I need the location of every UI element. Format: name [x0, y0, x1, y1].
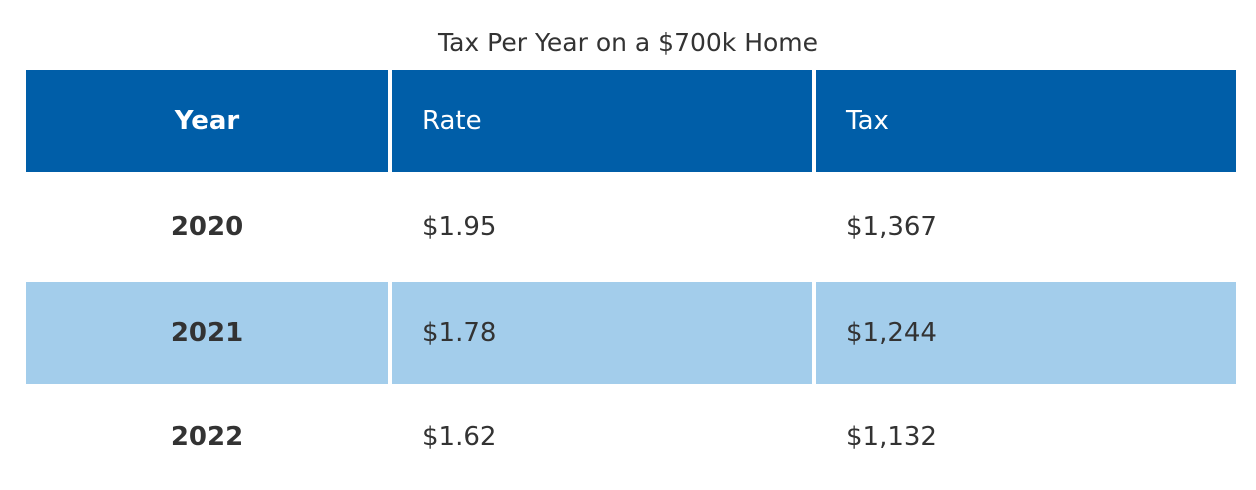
data-cell: $1.95 [422, 212, 497, 242]
data-cell: $1.62 [422, 422, 497, 452]
header-cell: Tax [816, 70, 1236, 172]
year-cell: 2021 [26, 282, 388, 384]
data-cell: $1,244 [816, 282, 1236, 384]
data-cell: $1,132 [846, 422, 937, 452]
year-cell: 2022 [170, 422, 244, 452]
table-title: Tax Per Year on a $700k Home [437, 28, 819, 57]
data-cell: $1,367 [846, 212, 937, 242]
year-cell: 2020 [170, 212, 244, 242]
header-cell: Year [26, 70, 388, 172]
header-cell: Rate [392, 70, 812, 172]
data-cell: $1.78 [392, 282, 812, 384]
